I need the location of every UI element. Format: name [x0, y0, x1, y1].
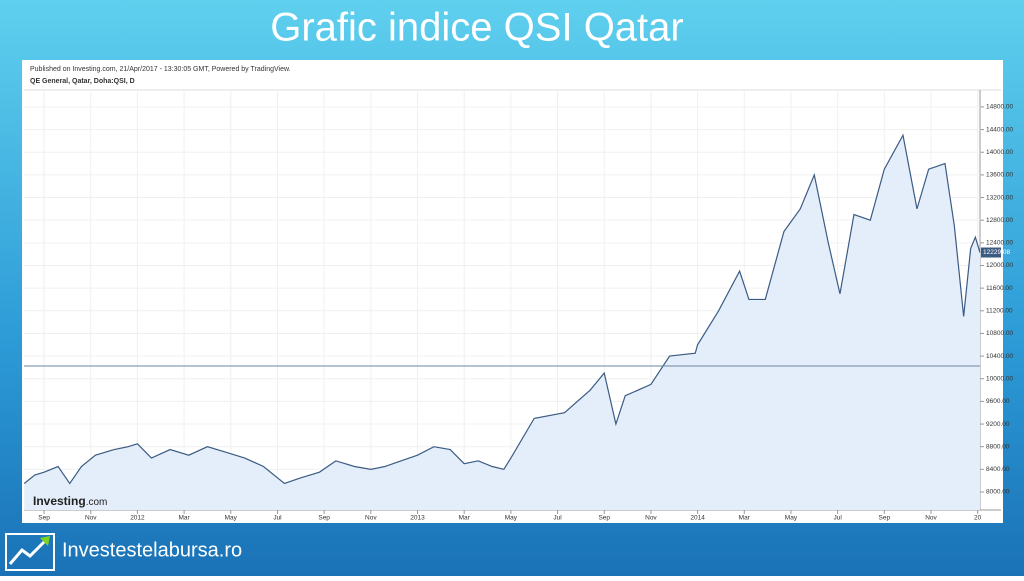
x-tick-label: Jul — [273, 515, 282, 522]
x-tick-label: Nov — [365, 515, 377, 522]
x-tick-label: 2012 — [130, 515, 145, 522]
x-tick-label: Sep — [598, 515, 610, 522]
y-tick-label: 8800.00 — [986, 443, 1010, 450]
x-tick-label: Sep — [318, 515, 330, 522]
y-tick-label: 14800.00 — [986, 104, 1013, 111]
y-tick-label: 12400.00 — [986, 240, 1013, 247]
y-tick-label: 11600.00 — [986, 285, 1013, 292]
y-tick-label: 12000.00 — [986, 262, 1013, 269]
y-tick-label: 10800.00 — [986, 330, 1013, 337]
x-tick-label: May — [225, 515, 238, 522]
y-tick-label: 13600.00 — [986, 172, 1013, 179]
y-tick-label: 14000.00 — [986, 149, 1013, 156]
y-tick-label: 11200.00 — [986, 308, 1013, 315]
x-tick-label: Nov — [645, 515, 657, 522]
x-tick-label: Mar — [459, 515, 471, 522]
x-tick-label: Jul — [833, 515, 842, 522]
footer-text: Investestelabursa.ro — [62, 539, 242, 561]
y-tick-label: 8000.00 — [986, 489, 1010, 496]
y-tick-label: 10400.00 — [986, 353, 1013, 360]
last-value-label: 12229.08 — [983, 249, 1010, 256]
x-tick-label: Mar — [739, 515, 751, 522]
x-tick-label: 2013 — [410, 515, 425, 522]
plot: 8000.00 8400.00 8800.00 9200.00 9600.00 10000… — [23, 90, 1013, 522]
x-tick-label: Sep — [879, 515, 891, 522]
x-tick-label: Jul — [553, 515, 562, 522]
logo: Investing.com — [33, 494, 107, 508]
x-tick-label: May — [785, 515, 798, 522]
x-tick-label: May — [505, 515, 518, 522]
chart-title: QE General, Qatar, Doha:QSI, D — [30, 78, 135, 85]
published-note: Published on Investing.com, 21/Apr/2017 … — [30, 66, 291, 73]
y-tick-label: 13200.00 — [986, 194, 1013, 201]
last-value-tag — [981, 247, 1001, 258]
area — [24, 135, 980, 511]
x-tick-label: Nov — [925, 515, 937, 522]
y-tick-label: 10000.00 — [986, 375, 1013, 382]
y-tick-label: 12800.00 — [986, 217, 1013, 224]
x-tick-label: Nov — [85, 515, 97, 522]
logo-suffix: .com — [86, 497, 108, 508]
logo-main: Investing — [33, 494, 86, 508]
y-tick-label: 14400.00 — [986, 126, 1013, 133]
x-tick-label: Sep — [38, 515, 50, 522]
y-tick-label: 9600.00 — [986, 398, 1010, 405]
x-tick-label: 2014 — [690, 515, 705, 522]
y-tick-label: 8400.00 — [986, 466, 1010, 473]
x-tick-label: Mar — [179, 515, 191, 522]
slide-title: Grafic indice QSI Qatar — [270, 6, 683, 50]
y-tick-label: 9200.00 — [986, 421, 1010, 428]
line — [23, 133, 981, 485]
x-tick-label: 20 — [974, 515, 982, 522]
footer-icon — [5, 533, 55, 571]
